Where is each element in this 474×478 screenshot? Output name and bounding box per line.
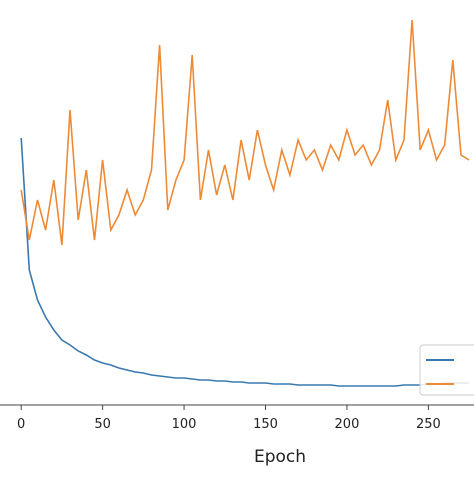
legend <box>419 344 474 396</box>
line-series <box>20 137 470 387</box>
x-tick-label: 100 <box>172 417 197 432</box>
x-tick-label: 50 <box>94 417 111 432</box>
x-axis-label: Epoch <box>254 447 306 467</box>
x-tick-label: 150 <box>253 417 278 432</box>
x-tick-label: 200 <box>335 417 360 432</box>
line-series <box>20 19 470 246</box>
x-tick-label: 250 <box>416 417 441 432</box>
x-tick-label: 0 <box>17 417 25 432</box>
